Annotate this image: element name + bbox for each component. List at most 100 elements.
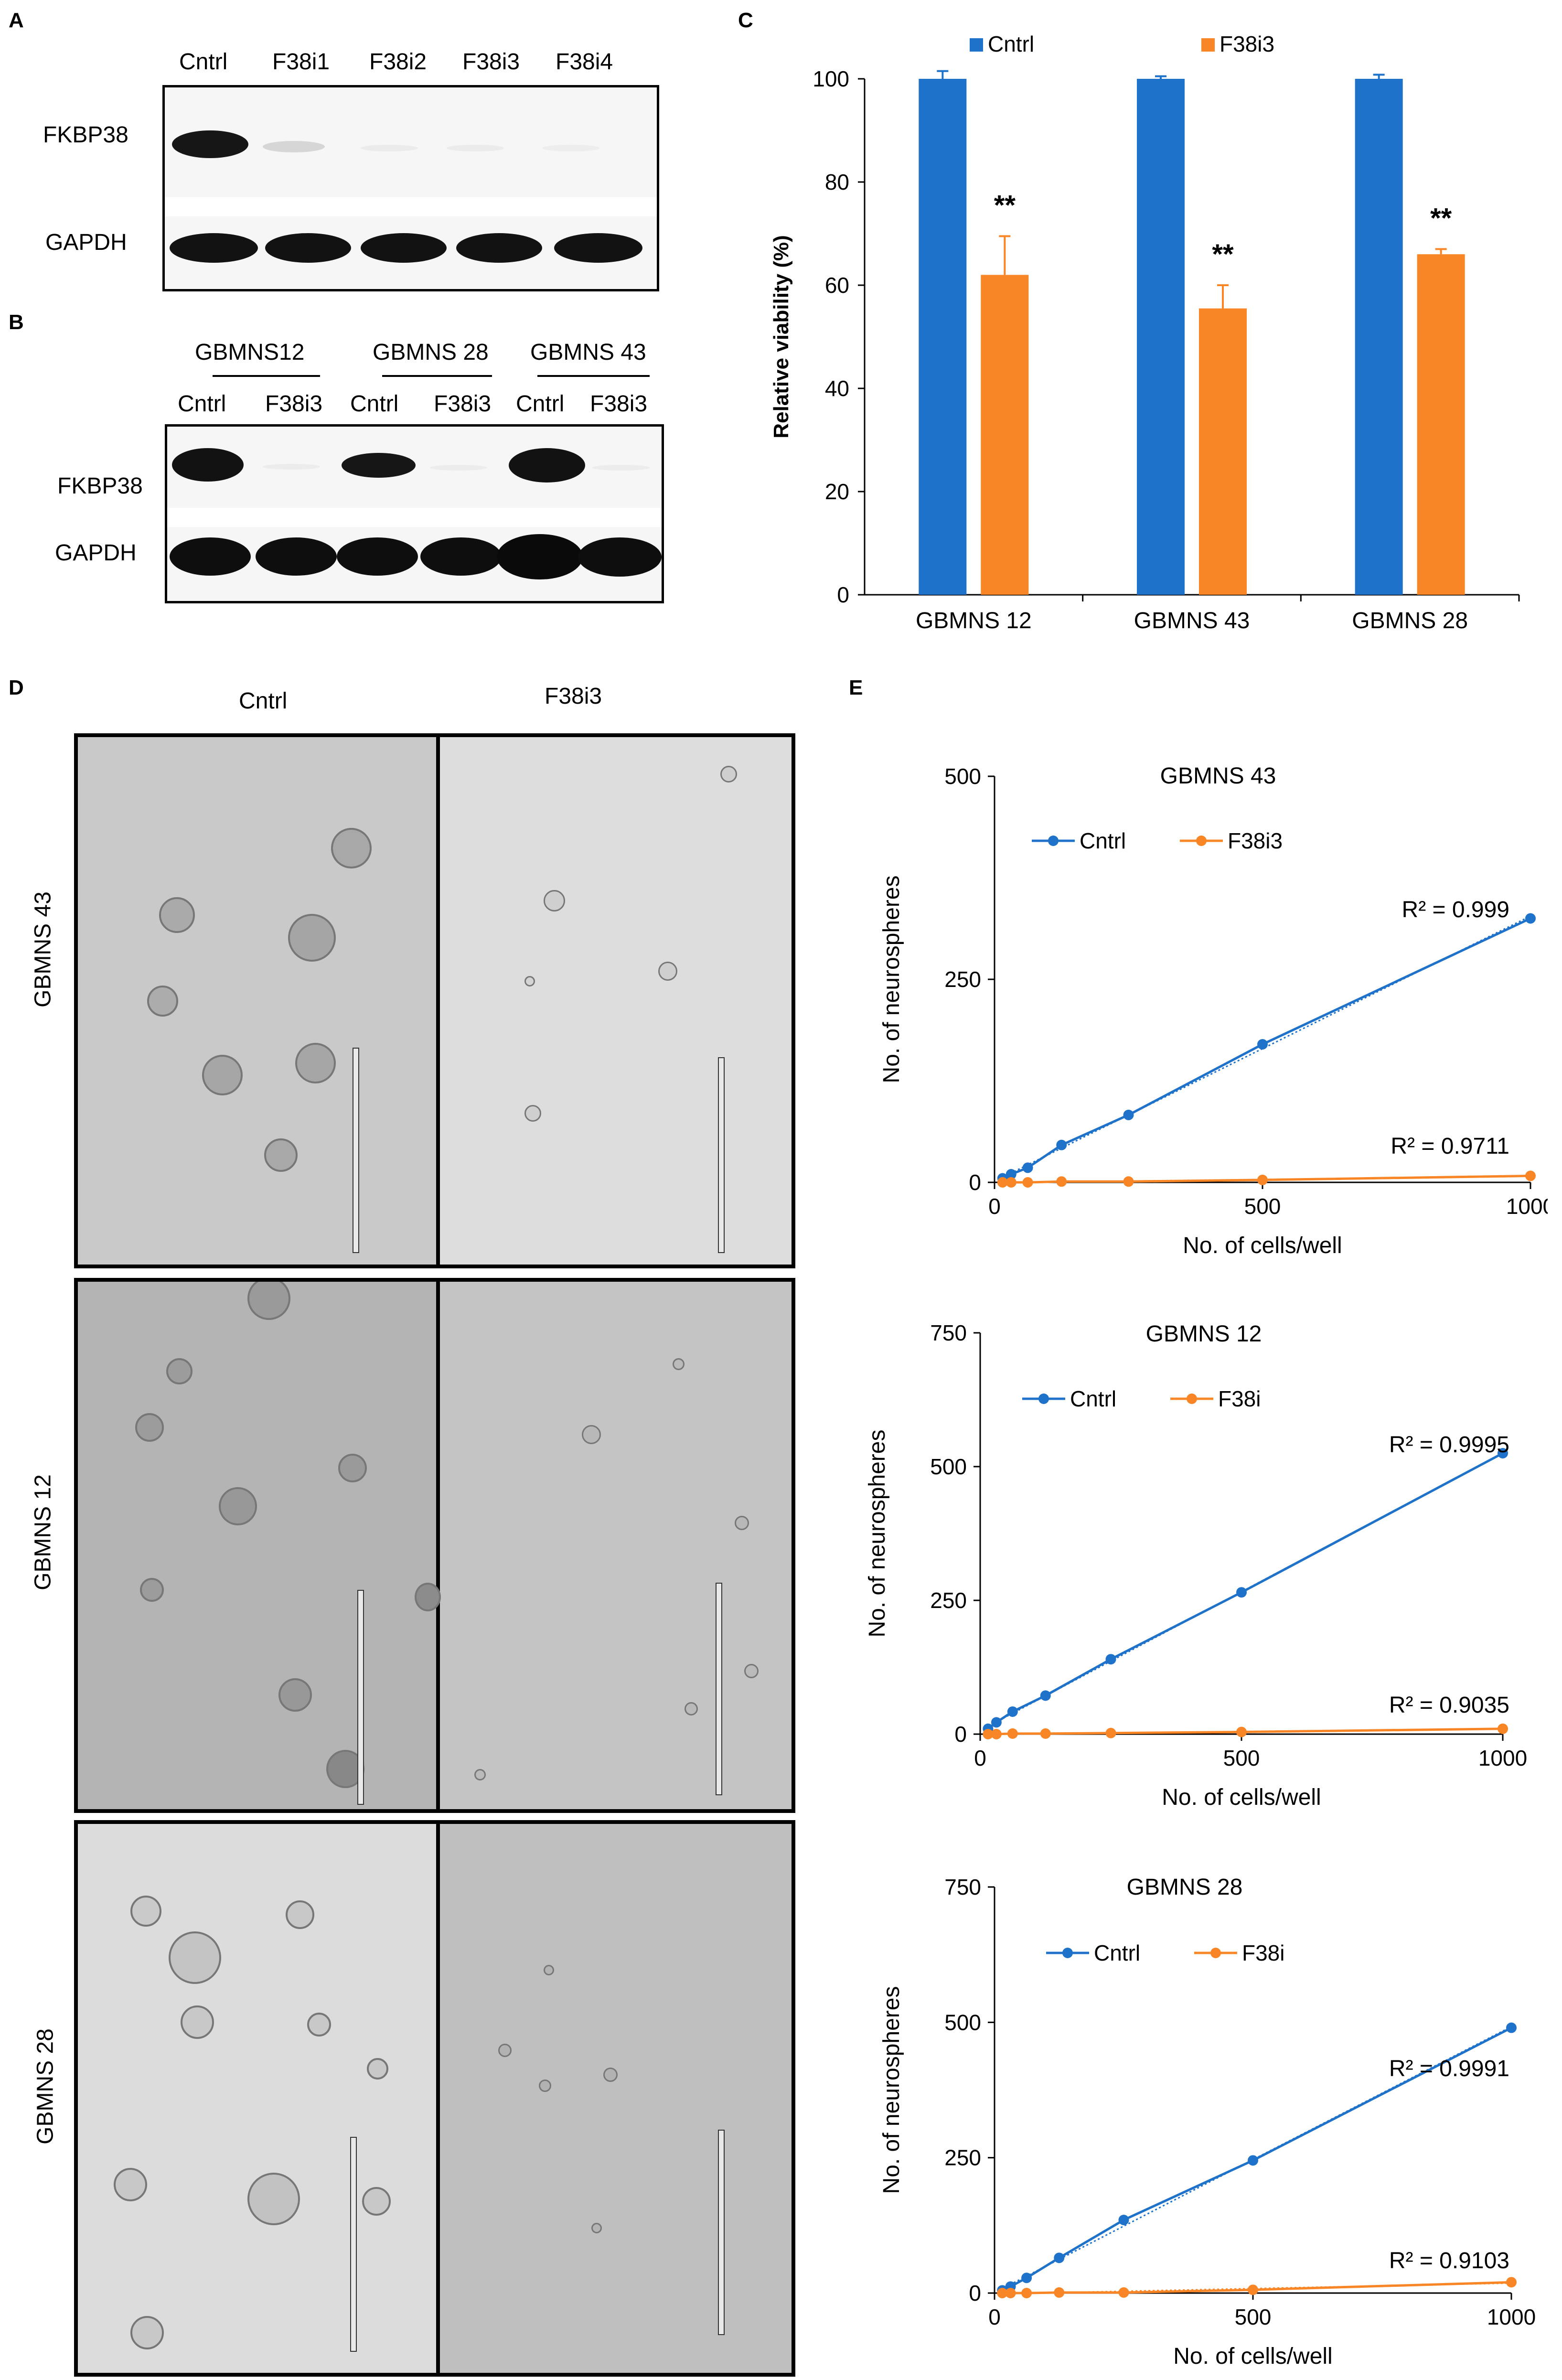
legend-swatch xyxy=(970,38,983,52)
r-squared-label: R² = 0.9995 xyxy=(1389,1432,1509,1458)
legend-marker xyxy=(1038,1394,1049,1404)
chart-title: GBMNS 43 xyxy=(1160,763,1276,789)
lane-label: F38i2 xyxy=(369,49,427,75)
row-label-gapdh: GAPDH xyxy=(45,230,127,255)
y-tick-label: 20 xyxy=(825,479,849,504)
neurosphere xyxy=(307,2013,331,2037)
trendline xyxy=(1002,2026,1512,2290)
r-squared-label: R² = 0.9991 xyxy=(1389,2056,1509,2081)
scale-bar xyxy=(353,1048,359,1253)
data-point xyxy=(1236,1587,1247,1598)
legend-marker xyxy=(1196,836,1207,846)
y-tick-label: 250 xyxy=(944,2145,981,2170)
bar xyxy=(981,275,1029,595)
x-tick-label: 0 xyxy=(988,2305,1001,2329)
group-underline xyxy=(382,375,492,377)
data-point xyxy=(1248,2155,1258,2166)
column-label-cntrl: Cntrl xyxy=(239,688,288,714)
neurosphere xyxy=(331,828,372,868)
legend-label: F38i xyxy=(1242,1940,1284,1965)
neurosphere xyxy=(658,962,677,981)
row-label-gapdh: GAPDH xyxy=(55,540,137,566)
bar xyxy=(1417,254,1465,595)
row-label-fkbp38: FKBP38 xyxy=(43,122,128,148)
neurosphere-line-chart-gbmns28: 0 250 500 750 0 500 1000 No. of cells/well No. o… xyxy=(879,1875,1536,2369)
lane-label: Cntrl xyxy=(179,49,228,75)
data-point xyxy=(1022,1162,1033,1173)
scale-bar xyxy=(357,1590,364,1805)
neurosphere xyxy=(603,2068,618,2082)
neurosphere xyxy=(720,766,737,783)
scale-bar xyxy=(716,1583,722,1795)
neurosphere xyxy=(114,2168,147,2201)
y-axis-label: No. of neurospheres xyxy=(865,1430,890,1638)
neurosphere xyxy=(544,1965,554,1975)
x-tick-label: GBMNS 12 xyxy=(916,608,1032,633)
micrograph-row-gbmns43 xyxy=(74,733,795,1268)
neurosphere xyxy=(181,2005,214,2039)
neurosphere-line-chart-gbmns43: 0 250 500 0 500 1000 No. of cells/well No. of n… xyxy=(879,763,1548,1258)
x-tick-label: GBMNS 43 xyxy=(1134,608,1250,633)
neurosphere xyxy=(140,1578,164,1602)
x-tick-label: 1000 xyxy=(1478,1746,1527,1770)
y-axis-label: No. of neurospheres xyxy=(879,1986,904,2194)
data-point xyxy=(991,1717,1002,1728)
panel-letter-c: C xyxy=(738,9,753,32)
scale-bar xyxy=(718,2130,725,2335)
bar xyxy=(1137,79,1185,595)
neurosphere xyxy=(247,1282,290,1320)
lane-label: F38i4 xyxy=(556,49,613,75)
neurosphere xyxy=(202,1055,243,1095)
lane-label: F38i1 xyxy=(272,49,330,75)
data-point xyxy=(1105,1654,1116,1665)
legend-label: Cntrl xyxy=(1080,828,1126,853)
lane-label: F38i3 xyxy=(462,49,520,75)
y-tick-label: 100 xyxy=(813,66,849,91)
row-label-gbmns12: GBMNS 12 xyxy=(30,1474,56,1590)
neurosphere xyxy=(362,2187,391,2216)
neurosphere xyxy=(744,1664,759,1678)
neurosphere xyxy=(264,1138,298,1172)
micrograph-row-gbmns12 xyxy=(74,1278,795,1813)
neurosphere xyxy=(219,1487,257,1525)
bar xyxy=(1199,308,1247,595)
data-point xyxy=(1105,1727,1116,1738)
lane-label: F38i3 xyxy=(434,391,492,417)
y-tick-label: 0 xyxy=(969,1170,981,1195)
significance-marker: ** xyxy=(1212,239,1234,270)
legend-label: F38i3 xyxy=(1228,828,1283,853)
neurosphere xyxy=(474,1769,486,1780)
data-point xyxy=(1006,1177,1016,1188)
x-axis-label: No. of cells/well xyxy=(1183,1233,1342,1258)
data-point xyxy=(991,1729,1002,1739)
data-point xyxy=(1257,1174,1268,1185)
scale-bar xyxy=(350,2137,357,2352)
significance-marker: ** xyxy=(994,190,1016,221)
data-point xyxy=(997,1177,1008,1188)
y-tick-label: 40 xyxy=(825,376,849,401)
y-tick-label: 250 xyxy=(944,967,981,992)
neurosphere xyxy=(169,1931,221,1984)
legend-marker xyxy=(1210,1948,1221,1958)
x-tick-label: 500 xyxy=(1223,1746,1260,1770)
neurosphere xyxy=(582,1425,601,1444)
neurosphere xyxy=(278,1678,312,1712)
data-point xyxy=(1498,1448,1508,1458)
neurosphere xyxy=(539,2080,551,2092)
panel-letter-a: A xyxy=(9,9,24,32)
x-tick-label: GBMNS 28 xyxy=(1352,608,1468,633)
legend-marker xyxy=(1187,1394,1197,1404)
neurosphere xyxy=(735,1516,749,1530)
neurosphere xyxy=(544,890,565,911)
data-point xyxy=(1022,1177,1033,1188)
x-tick-label: 500 xyxy=(1244,1194,1281,1219)
western-blot-b xyxy=(165,424,664,603)
neurosphere xyxy=(130,2316,164,2349)
neurosphere xyxy=(130,1896,161,1927)
data-point xyxy=(1123,1109,1134,1120)
neurosphere xyxy=(288,914,336,962)
y-tick-label: 750 xyxy=(930,1320,967,1345)
data-point xyxy=(1248,2284,1258,2295)
row-label-fkbp38: FKBP38 xyxy=(57,473,143,499)
data-point xyxy=(1123,1176,1134,1187)
